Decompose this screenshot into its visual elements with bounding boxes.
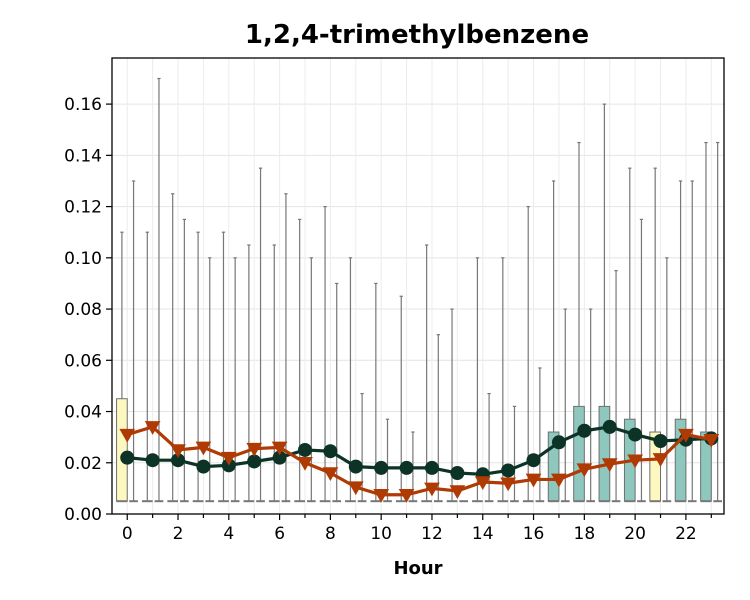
- x-tick-label: 12: [421, 524, 443, 544]
- series-point: [424, 482, 440, 497]
- y-tick-label: 0.16: [64, 95, 102, 115]
- x-tick-label: 14: [472, 524, 494, 544]
- box-plots: [116, 77, 722, 503]
- x-tick-label: 10: [370, 524, 392, 544]
- x-tick-label: 0: [122, 524, 133, 544]
- series-point: [297, 442, 312, 457]
- x-tick-label: 20: [624, 524, 646, 544]
- series-point: [424, 460, 439, 475]
- y-tick-label: 0.00: [64, 505, 102, 525]
- series-point: [246, 442, 263, 457]
- series-point: [271, 441, 288, 456]
- box-left: [116, 398, 128, 502]
- series-lines: [119, 419, 720, 503]
- series-point: [450, 466, 465, 481]
- x-tick-label: 4: [223, 524, 234, 544]
- y-tick-label: 0.06: [64, 351, 102, 371]
- series-point: [119, 428, 136, 443]
- series-point: [120, 450, 135, 465]
- plot-frame: [111, 57, 725, 515]
- series-point: [373, 489, 390, 503]
- x-tick-label: 2: [173, 524, 184, 544]
- series-point: [602, 419, 617, 434]
- series-point: [703, 433, 720, 448]
- y-tick-label: 0.12: [64, 198, 102, 218]
- series-point: [576, 463, 593, 478]
- series-point: [144, 421, 161, 435]
- series-point: [653, 433, 668, 448]
- y-tick-label: 0.04: [64, 403, 102, 423]
- chart-title: 1,2,4-trimethylbenzene: [245, 20, 589, 50]
- series-point: [525, 473, 542, 488]
- series-point: [501, 463, 516, 478]
- series-point: [196, 459, 211, 474]
- series-point: [220, 451, 237, 466]
- series-point: [678, 428, 694, 443]
- series-line: [126, 425, 712, 497]
- series-point: [601, 458, 618, 473]
- x-tick-label: 16: [523, 524, 545, 544]
- series-point: [627, 454, 643, 469]
- series-point: [323, 444, 338, 459]
- y-tick-label: 0.08: [64, 300, 102, 320]
- x-axis-label: Hour: [393, 558, 442, 579]
- series-point: [297, 457, 313, 471]
- series-point: [474, 476, 491, 490]
- series-point: [628, 427, 643, 442]
- y-axis: 0.00 0.02 0.04 0.06 0.08 0.10 0.12 0.14 0.16: [64, 95, 112, 525]
- series-point: [195, 441, 212, 456]
- series-point: [247, 454, 262, 469]
- series-point: [526, 453, 541, 468]
- series-point: [347, 481, 364, 496]
- series-point: [500, 477, 517, 492]
- y-tick-label: 0.02: [64, 454, 102, 474]
- x-tick-label: 8: [325, 524, 336, 544]
- series-point: [348, 459, 363, 474]
- box-left: [573, 405, 585, 502]
- series-point: [449, 485, 466, 499]
- series-point: [322, 467, 339, 482]
- series-point: [551, 473, 567, 488]
- y-tick-label: 0.10: [64, 249, 102, 269]
- x-tick-label: 18: [574, 524, 596, 544]
- series-point: [170, 444, 186, 458]
- x-axis: 0 2 4 6 8 10 12 14 16 18 20 22: [122, 514, 712, 544]
- x-tick-label: 22: [675, 524, 697, 544]
- series-point: [398, 489, 415, 503]
- series-point: [374, 460, 389, 475]
- series-point: [577, 423, 592, 438]
- y-tick-label: 0.14: [64, 146, 102, 166]
- series-point: [652, 453, 669, 467]
- series-point: [399, 460, 414, 475]
- series-point: [145, 453, 160, 468]
- x-tick-label: 6: [274, 524, 285, 544]
- series-point: [551, 435, 566, 450]
